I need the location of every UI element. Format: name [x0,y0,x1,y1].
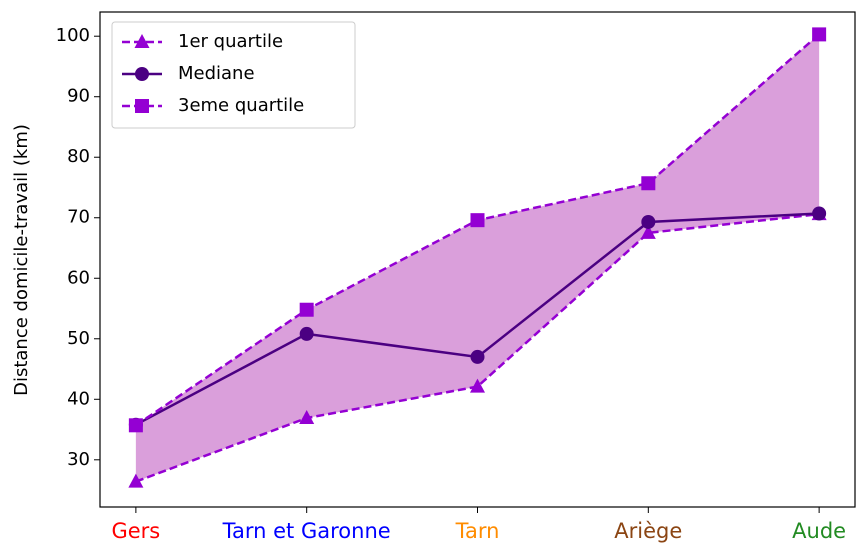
y-tick-label: 30 [67,449,90,470]
x-tick-label: Tarn [455,519,500,543]
y-tick-label: 40 [67,388,90,409]
point [640,224,656,239]
legend-marker [135,67,149,81]
point [641,176,656,191]
y-tick-label: 60 [67,267,90,288]
point [299,302,314,317]
x-tick-label: Tarn et Garonne [222,519,391,543]
point [128,418,143,433]
point [470,349,485,364]
point [128,473,144,488]
legend-label: 3eme quartile [178,95,304,116]
point [812,27,827,42]
point [299,410,315,425]
y-axis-label: Distance domicile-travail (km) [11,124,32,396]
legend-marker [134,34,150,48]
legend-marker [135,99,149,113]
fill-area [135,34,820,482]
y-tick-label: 70 [67,207,90,228]
y-tick-label: 80 [67,146,90,167]
point [470,213,485,228]
point [299,326,314,341]
legend-label: Mediane [178,63,255,84]
y-tick-label: 50 [67,328,90,349]
legend-label: 1er quartile [178,31,283,52]
x-tick-label: Gers [111,519,160,543]
y-tick-label: 100 [56,25,90,46]
x-tick-label: Aude [792,519,846,543]
point [812,206,827,221]
point [470,378,485,393]
point [641,214,656,229]
x-tick-label: Ariège [614,519,682,543]
y-tick-label: 90 [67,86,90,107]
legend-box [111,21,356,129]
